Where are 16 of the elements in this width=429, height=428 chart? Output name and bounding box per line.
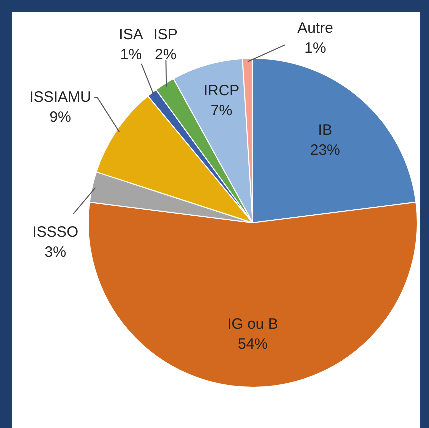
data-label: 1% bbox=[120, 46, 142, 64]
data-label: 9% bbox=[50, 108, 72, 126]
slice-label: ISSSO bbox=[32, 224, 79, 241]
slice-label: IRCP bbox=[204, 82, 240, 100]
data-label: 3% bbox=[44, 244, 66, 261]
data-label: 1% bbox=[304, 40, 326, 57]
data-label: 2% bbox=[154, 46, 177, 64]
slice-label: IB bbox=[318, 122, 332, 139]
slice-label: ISP bbox=[154, 26, 178, 44]
slice-label: IG ou B bbox=[228, 316, 278, 333]
slice-label: ISA bbox=[119, 26, 144, 44]
data-label: 54% bbox=[238, 336, 268, 353]
slice-label: Autre bbox=[298, 20, 334, 37]
data-label: 7% bbox=[210, 102, 233, 120]
data-label: 23% bbox=[310, 142, 340, 159]
slice-label: ISSIAMU bbox=[30, 88, 92, 106]
